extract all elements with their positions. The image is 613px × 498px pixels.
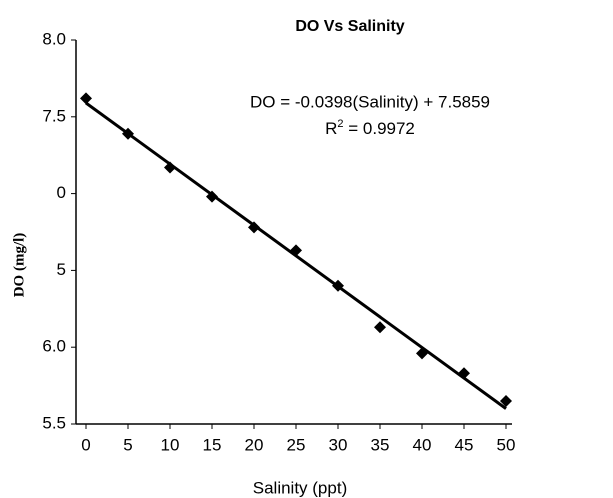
data-point bbox=[374, 321, 386, 334]
x-tick-label: 35 bbox=[371, 435, 390, 454]
y-tick-label: 5.5 bbox=[42, 413, 66, 432]
y-tick-label: 0 bbox=[57, 183, 66, 202]
y-tick-label: 7.5 bbox=[42, 106, 66, 125]
x-tick-label: 45 bbox=[455, 435, 474, 454]
x-tick-label: 20 bbox=[245, 435, 264, 454]
data-point bbox=[164, 161, 176, 174]
x-tick-label: 0 bbox=[81, 435, 90, 454]
data-point bbox=[332, 279, 344, 292]
x-tick-label: 10 bbox=[161, 435, 180, 454]
x-tick-label: 40 bbox=[413, 435, 432, 454]
data-point bbox=[458, 367, 470, 380]
data-point bbox=[122, 127, 134, 140]
data-point bbox=[206, 190, 218, 203]
data-point bbox=[80, 92, 92, 105]
r-squared: R2 = 0.9972 bbox=[325, 118, 415, 139]
r2-base: R bbox=[325, 119, 337, 138]
y-tick-label: 5 bbox=[57, 260, 66, 279]
y-tick-label: 6.0 bbox=[42, 337, 66, 356]
data-point bbox=[416, 347, 428, 360]
chart-title: DO Vs Salinity bbox=[295, 18, 404, 35]
x-tick-label: 15 bbox=[203, 435, 222, 454]
r2-value: = 0.9972 bbox=[344, 119, 415, 138]
r2-exp: 2 bbox=[337, 118, 343, 130]
data-point bbox=[290, 244, 302, 257]
x-tick-label: 25 bbox=[287, 435, 306, 454]
equation: DO = -0.0398(Salinity) + 7.5859 bbox=[250, 92, 490, 111]
data-point bbox=[500, 394, 512, 407]
y-tick-label: 8.0 bbox=[42, 29, 66, 48]
data-point bbox=[248, 221, 260, 234]
x-tick-label: 30 bbox=[329, 435, 348, 454]
x-tick-label: 50 bbox=[497, 435, 516, 454]
y-axis-label: DO (mg/l) bbox=[11, 233, 27, 298]
x-axis-label: Salinity (ppt) bbox=[253, 478, 347, 497]
x-tick-label: 5 bbox=[123, 435, 132, 454]
